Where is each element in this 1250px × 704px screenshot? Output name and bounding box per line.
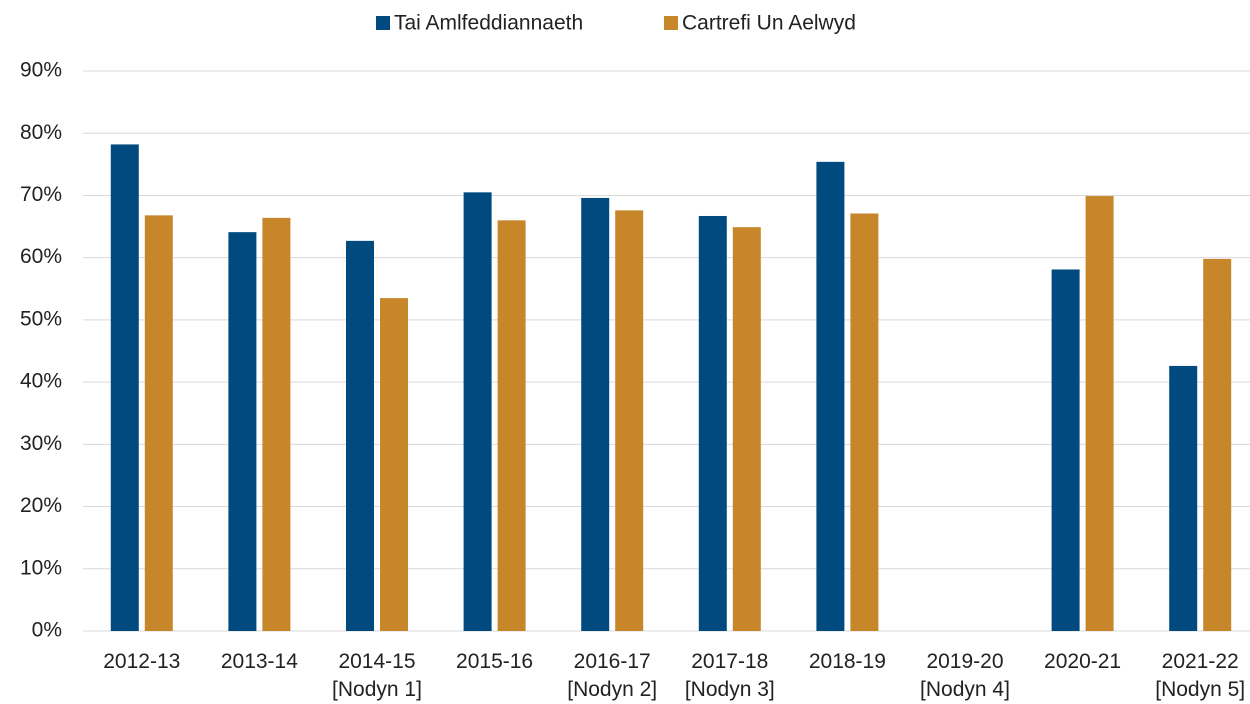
y-tick-label: 60% [20, 245, 62, 268]
x-tick-label: 2014-15 [Nodyn 1] [332, 650, 422, 701]
y-tick-label: 30% [20, 432, 62, 455]
y-tick-label: 90% [20, 59, 62, 82]
y-tick-label: 0% [32, 619, 62, 642]
bar [110, 144, 139, 631]
bar [698, 215, 727, 631]
y-tick-label: 50% [20, 307, 62, 330]
bar [1203, 258, 1232, 631]
bar [228, 232, 257, 631]
x-tick-label: 2012-13 [103, 650, 181, 673]
legend-label: Cartrefi Un Aelwyd [682, 12, 856, 35]
x-tick-label: 2016-17 [Nodyn 2] [567, 650, 658, 701]
bar [1085, 196, 1114, 632]
bar [816, 161, 845, 631]
legend-swatch [664, 16, 678, 30]
y-tick-label: 70% [20, 183, 62, 206]
x-tick-label: 2021-22 [Nodyn 5] [1155, 650, 1246, 701]
bar [1169, 365, 1198, 631]
bar [262, 217, 291, 631]
x-tick-label: 2020-21 [1044, 650, 1122, 673]
bar [850, 213, 879, 631]
bar [615, 210, 644, 631]
bar [581, 197, 610, 631]
bar [1051, 269, 1080, 631]
x-tick-label: 2013-14 [220, 650, 298, 673]
bar [380, 298, 408, 631]
x-tick-label: 2018-19 [808, 650, 886, 673]
y-tick-label: 20% [20, 494, 62, 517]
x-tick-label: 2015-16 [456, 650, 534, 673]
y-tick-label: 80% [20, 121, 62, 144]
x-tick-label: 2019-20 [Nodyn 4] [920, 650, 1010, 701]
x-tick-label: 2017-18 [Nodyn 3] [684, 650, 775, 701]
y-tick-label: 40% [20, 370, 62, 393]
legend-label: Tai Amlfeddiannaeth [394, 12, 583, 35]
legend-swatch [376, 16, 390, 30]
bar [463, 192, 492, 632]
y-tick-label: 10% [20, 556, 62, 579]
bar [732, 227, 761, 631]
bar [346, 240, 374, 631]
bar [144, 215, 173, 631]
bar [497, 220, 526, 632]
